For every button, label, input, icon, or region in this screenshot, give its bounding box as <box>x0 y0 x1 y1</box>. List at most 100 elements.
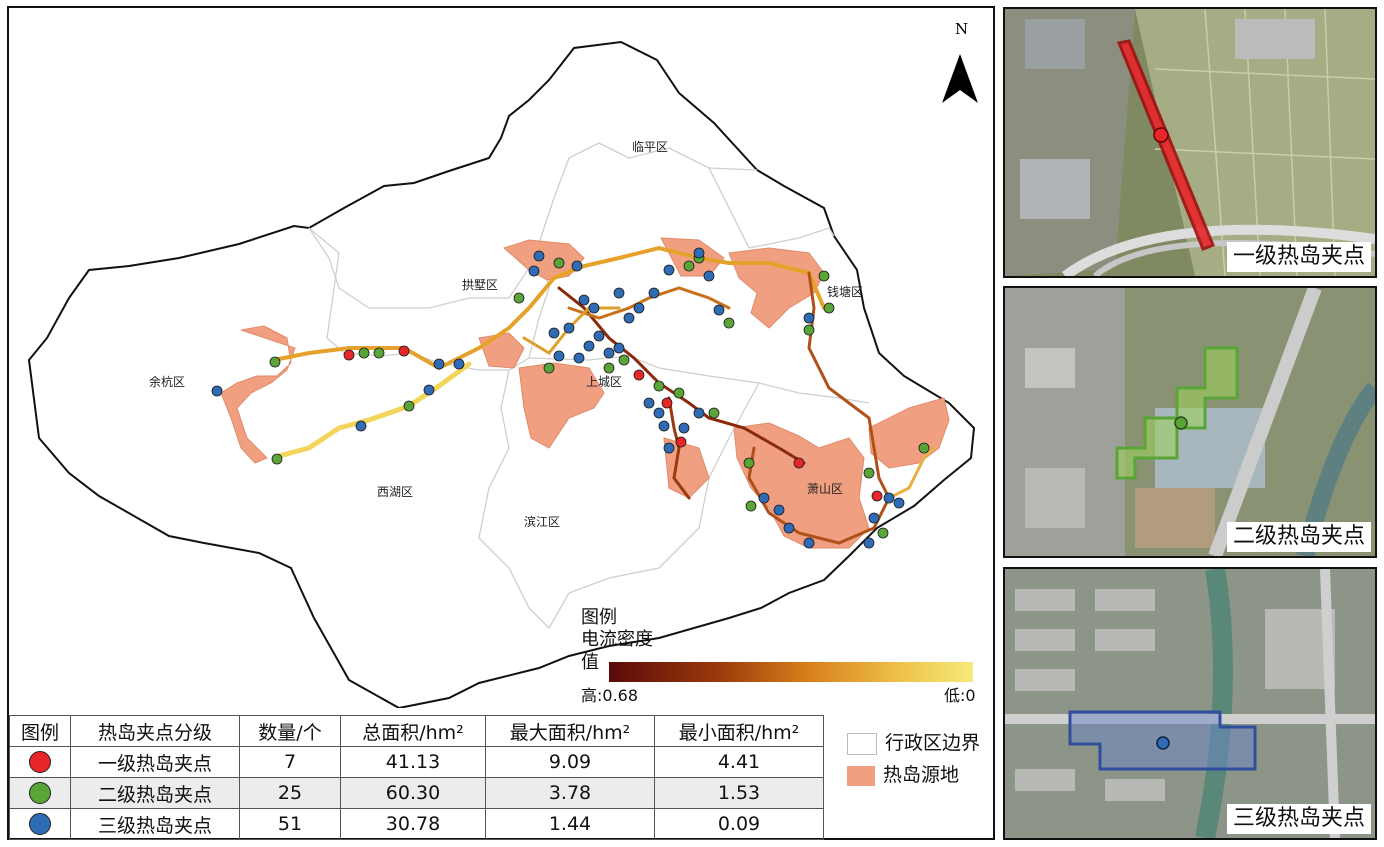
level3-pinch-point <box>355 420 367 432</box>
table-cell: 4.41 <box>654 746 824 778</box>
level1-dot-icon <box>29 751 51 774</box>
level3-pinch-point <box>693 247 705 259</box>
level2-pinch-point <box>863 467 875 479</box>
level2-pinch-point <box>358 347 370 359</box>
gradient-low-label: 低:0 <box>944 686 976 705</box>
inset-level3-label: 三级热岛夹点 <box>1226 804 1371 834</box>
level3-pinch-point <box>863 537 875 549</box>
level3-pinch-point <box>703 270 715 282</box>
level1-pinch-point <box>675 436 687 448</box>
level3-pinch-point <box>603 347 615 359</box>
north-label: N <box>955 20 968 38</box>
table-cell: 25 <box>239 777 341 809</box>
heat-source-label: 热岛源地 <box>883 764 960 786</box>
table-cell: 51 <box>239 808 341 840</box>
table-cell: 一级热岛夹点 <box>70 746 240 778</box>
level3-pinch-point <box>803 537 815 549</box>
level3-pinch-point <box>433 358 445 370</box>
district-label-qiantang: 钱塘区 <box>827 284 863 299</box>
table-cell: 41.13 <box>340 746 486 778</box>
table-row: 三级热岛夹点 51 30.78 1.44 0.09 <box>9 808 824 840</box>
inset-level2: 二级热岛夹点 <box>1003 286 1377 558</box>
level2-pinch-point <box>543 362 555 374</box>
level3-pinch-point <box>643 397 655 409</box>
level3-pinch-point <box>613 342 625 354</box>
level3-pinch-point <box>211 385 223 397</box>
level3-pinch-point <box>678 422 690 434</box>
level2-pinch-point <box>653 380 665 392</box>
level2-pinch-point <box>553 257 565 269</box>
district-label-gongshu: 拱墅区 <box>462 278 498 292</box>
level1-pinch-point <box>633 369 645 381</box>
inset-level3-satellite-image <box>1005 569 1375 838</box>
level1-pinch-point <box>661 397 673 409</box>
level3-pinch-point <box>528 265 540 277</box>
level2-pinch-point <box>683 260 695 272</box>
legend-admin-boundary: 行政区边界 <box>847 728 980 755</box>
level2-pinch-point <box>673 387 685 399</box>
table-header: 总面积/hm² <box>340 715 486 747</box>
table-header: 最大面积/hm² <box>485 715 655 747</box>
level2-pinch-point <box>743 457 755 469</box>
level1-pinch-point <box>871 490 883 502</box>
heat-source-swatch-icon <box>847 765 875 786</box>
pinch-points-layer <box>211 247 930 549</box>
level3-pinch-point <box>773 504 785 516</box>
level2-pinch-point <box>513 292 525 304</box>
level1-pinch-point <box>398 345 410 357</box>
legend-title: 图例 <box>581 607 617 628</box>
level3-pinch-point <box>658 420 670 432</box>
level3-pinch-point <box>868 512 880 524</box>
level1-symbol-cell <box>9 746 71 778</box>
district-label-yuhang: 余杭区 <box>149 374 185 389</box>
level2-pinch-point <box>373 347 385 359</box>
level1-pinch-point <box>793 457 805 469</box>
current-density-gradient-bar <box>609 662 973 682</box>
level2-pinch-point <box>723 317 735 329</box>
gradient-high-label: 高:0.68 <box>581 686 639 705</box>
level3-pinch-point <box>571 260 583 272</box>
level3-pinch-point <box>613 287 625 299</box>
level2-pinch-point <box>818 270 830 282</box>
table-cell: 9.09 <box>485 746 655 778</box>
level2-symbol-cell <box>9 777 71 809</box>
current-density-title: 电流密度 <box>581 629 653 650</box>
level3-pinch-point <box>803 312 815 324</box>
level2-pinch-point <box>823 302 835 314</box>
table-cell: 1.53 <box>654 777 824 809</box>
pinch-point-stats-table: 图例 热岛夹点分级 数量/个 总面积/hm² 最大面积/hm² 最小面积/hm²… <box>9 715 824 840</box>
table-header-row: 图例 热岛夹点分级 数量/个 总面积/hm² 最大面积/hm² 最小面积/hm² <box>9 715 824 747</box>
table-row: 二级热岛夹点 25 60.30 3.78 1.53 <box>9 777 824 809</box>
table-cell: 1.44 <box>485 808 655 840</box>
level3-pinch-point <box>663 442 675 454</box>
table-header: 最小面积/hm² <box>654 715 824 747</box>
inset-level1-satellite-image <box>1005 9 1375 276</box>
table-row: 一级热岛夹点 7 41.13 9.09 4.41 <box>9 746 824 778</box>
district-label-linping: 临平区 <box>632 140 668 154</box>
level2-pinch-point <box>618 354 630 366</box>
table-cell: 30.78 <box>340 808 486 840</box>
level3-pinch-point <box>633 302 645 314</box>
level3-pinch-point <box>783 522 795 534</box>
north-arrow-icon: N <box>942 20 978 103</box>
inset-level2-satellite-image <box>1005 288 1375 556</box>
level3-pinch-point <box>563 322 575 334</box>
hangzhou-map: 临平区 拱墅区 钱塘区 余杭区 上城区 西湖区 萧山区 滨江区 N <box>27 20 978 708</box>
level3-pinch-point <box>423 384 435 396</box>
table-cell: 三级热岛夹点 <box>70 808 240 840</box>
level3-pinch-point <box>583 340 595 352</box>
level3-symbol-cell <box>9 808 71 840</box>
table-cell: 3.78 <box>485 777 655 809</box>
level3-pinch-point <box>648 287 660 299</box>
admin-boundary-swatch-icon <box>847 732 877 755</box>
level3-pinch-point <box>593 330 605 342</box>
study-area-boundary <box>27 40 976 708</box>
level2-pinch-point <box>403 400 415 412</box>
level1-pinch-point <box>343 349 355 361</box>
level3-pinch-point <box>573 352 585 364</box>
level3-pinch-point <box>653 407 665 419</box>
level2-pinch-point <box>877 527 889 539</box>
level2-pinch-point <box>269 356 281 368</box>
level3-pinch-point <box>693 407 705 419</box>
level3-pinch-point <box>663 264 675 276</box>
